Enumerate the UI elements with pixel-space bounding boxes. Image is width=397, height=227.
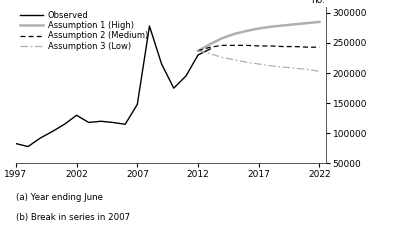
Observed <box>147 25 152 27</box>
Assumption 2 (Medium) <box>232 44 237 47</box>
Assumption 1 (High) <box>305 22 310 25</box>
Assumption 1 (High) <box>208 43 212 46</box>
Observed <box>74 114 79 117</box>
Observed <box>123 123 127 126</box>
Assumption 3 (Low) <box>293 67 298 70</box>
Line: Assumption 1 (High): Assumption 1 (High) <box>198 22 320 51</box>
Text: no.: no. <box>312 0 326 5</box>
Assumption 2 (Medium) <box>220 44 225 47</box>
Assumption 1 (High) <box>268 25 273 28</box>
Assumption 1 (High) <box>293 23 298 26</box>
Assumption 1 (High) <box>256 27 261 30</box>
Assumption 2 (Medium) <box>196 49 200 52</box>
Line: Observed: Observed <box>16 26 210 147</box>
Observed <box>13 142 18 145</box>
Observed <box>183 75 188 77</box>
Assumption 3 (Low) <box>244 61 249 64</box>
Observed <box>50 130 55 133</box>
Assumption 2 (Medium) <box>256 44 261 47</box>
Observed <box>38 137 42 140</box>
Observed <box>172 87 176 89</box>
Assumption 3 (Low) <box>281 66 285 68</box>
Assumption 1 (High) <box>196 49 200 52</box>
Line: Assumption 2 (Medium): Assumption 2 (Medium) <box>198 45 320 51</box>
Assumption 1 (High) <box>220 37 225 39</box>
Assumption 3 (Low) <box>305 68 310 71</box>
Observed <box>196 54 200 56</box>
Assumption 3 (Low) <box>268 64 273 67</box>
Assumption 1 (High) <box>232 32 237 35</box>
Assumption 3 (Low) <box>220 56 225 59</box>
Line: Assumption 3 (Low): Assumption 3 (Low) <box>198 51 320 71</box>
Observed <box>26 145 31 148</box>
Assumption 2 (Medium) <box>281 45 285 48</box>
Assumption 2 (Medium) <box>293 45 298 48</box>
Assumption 1 (High) <box>317 20 322 23</box>
Assumption 1 (High) <box>244 30 249 32</box>
Assumption 2 (Medium) <box>208 46 212 49</box>
Assumption 2 (Medium) <box>317 46 322 49</box>
Assumption 2 (Medium) <box>244 44 249 47</box>
Observed <box>111 121 116 124</box>
Text: (b) Break in series in 2007: (b) Break in series in 2007 <box>16 213 130 222</box>
Assumption 3 (Low) <box>232 59 237 61</box>
Assumption 2 (Medium) <box>305 46 310 49</box>
Assumption 3 (Low) <box>317 70 322 73</box>
Assumption 1 (High) <box>281 24 285 27</box>
Observed <box>135 103 140 106</box>
Assumption 3 (Low) <box>196 49 200 52</box>
Observed <box>87 121 91 124</box>
Legend: Observed, Assumption 1 (High), Assumption 2 (Medium), Assumption 3 (Low): Observed, Assumption 1 (High), Assumptio… <box>20 11 148 51</box>
Assumption 3 (Low) <box>208 52 212 55</box>
Assumption 2 (Medium) <box>268 44 273 47</box>
Text: (a) Year ending June: (a) Year ending June <box>16 193 103 202</box>
Observed <box>159 63 164 65</box>
Observed <box>62 123 67 126</box>
Assumption 3 (Low) <box>256 63 261 65</box>
Observed <box>98 120 103 123</box>
Observed <box>208 48 212 50</box>
